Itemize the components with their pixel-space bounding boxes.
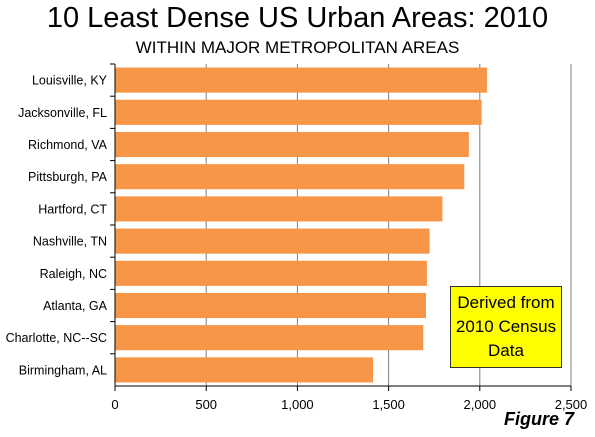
bar <box>115 67 488 93</box>
bar <box>115 131 469 158</box>
bar <box>115 292 426 319</box>
category-label: Raleigh, NC <box>40 267 107 281</box>
bar <box>115 260 427 286</box>
category-label: Atlanta, GA <box>43 299 108 313</box>
axes <box>110 63 572 391</box>
tick-labels: 0 500 1,000 1,500 2,000 2,500 <box>111 397 587 412</box>
x-tick-label: 500 <box>195 397 217 412</box>
x-tick-label: 2,000 <box>464 397 497 412</box>
chart-subtitle: WITHIN MAJOR METROPOLITAN AREAS <box>135 38 460 57</box>
category-label: Nashville, TN <box>33 235 107 249</box>
bar <box>115 228 430 254</box>
note-line: Derived from <box>457 293 555 312</box>
x-tick-label: 0 <box>111 397 118 412</box>
category-label: Hartford, CT <box>38 202 107 216</box>
bar <box>115 99 482 125</box>
category-label: Louisville, KY <box>32 74 108 88</box>
category-label: Charlotte, NC--SC <box>6 331 107 345</box>
x-tick-label: 1,000 <box>281 397 314 412</box>
note-line: 2010 Census <box>455 317 557 336</box>
note-line: Data <box>488 341 524 360</box>
category-label: Richmond, VA <box>28 138 108 152</box>
bars <box>115 67 488 383</box>
bar <box>115 164 465 190</box>
category-label: Birmingham, AL <box>19 363 107 377</box>
category-labels: Louisville, KY Jacksonville, FL Richmond, … <box>6 74 108 378</box>
category-label: Jacksonville, FL <box>18 106 107 120</box>
bar <box>115 196 443 222</box>
chart-title: 10 Least Dense US Urban Areas: 2010 <box>46 2 549 34</box>
source-note-box: Derived from 2010 Census Data <box>450 286 562 368</box>
bar <box>115 357 374 383</box>
figure-label: Figure 7 <box>504 409 575 429</box>
category-label: Pittsburgh, PA <box>28 170 108 184</box>
x-tick-label: 2,500 <box>555 397 588 412</box>
x-tick-label: 1,500 <box>372 397 405 412</box>
bar <box>115 325 424 351</box>
